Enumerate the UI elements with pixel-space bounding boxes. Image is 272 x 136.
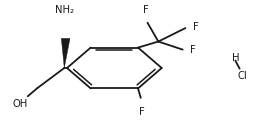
Text: Cl: Cl (237, 71, 247, 81)
Text: F: F (139, 107, 145, 117)
Text: OH: OH (13, 99, 28, 109)
Text: NH₂: NH₂ (55, 5, 74, 15)
Text: F: F (193, 22, 199, 32)
Text: F: F (190, 45, 196, 55)
Polygon shape (61, 38, 70, 68)
Text: F: F (143, 5, 149, 15)
Text: H: H (232, 53, 240, 63)
